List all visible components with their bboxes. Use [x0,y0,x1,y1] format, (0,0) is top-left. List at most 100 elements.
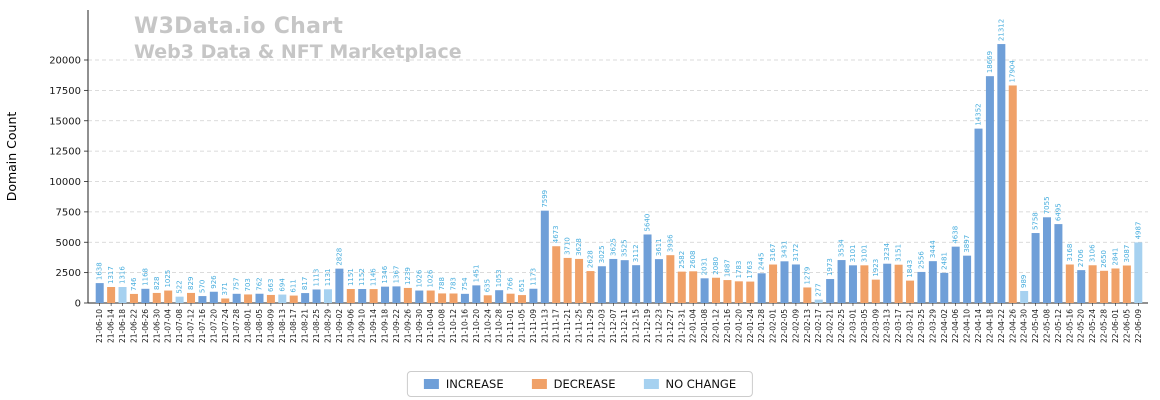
bar-value-label: 1923 [872,259,880,277]
x-tick-label: 21-11-29 [586,309,595,343]
bar-value-label: 5640 [644,214,652,232]
y-tick-label: 0 [75,299,81,310]
bar-value-label: 6495 [1054,203,1062,221]
bar-21-10-28 [495,290,504,303]
x-tick-label: 22-02-09 [791,309,800,343]
bar-value-label: 1783 [735,261,743,279]
bar-value-label: 3167 [769,244,777,262]
bar-21-12-27 [666,255,675,303]
bar-value-label: 2706 [1077,249,1085,267]
bar-value-label: 3151 [895,244,903,262]
bar-value-label: 746 [130,277,138,291]
x-tick-label: 22-05-12 [1054,309,1063,343]
bar-value-label: 17904 [1009,60,1017,83]
x-tick-label: 21-08-05 [255,309,264,343]
y-tick-label: 15000 [49,116,81,127]
x-tick-label: 22-03-21 [906,309,915,343]
bar-22-01-04 [689,271,698,303]
bar-21-10-04 [426,290,435,303]
x-tick-label: 22-03-09 [871,309,880,343]
x-tick-label: 21-07-28 [232,309,241,343]
bar-value-label: 3234 [883,242,891,260]
bar-value-label: 1843 [906,260,914,278]
bar-21-08-13 [278,294,287,303]
bar-22-04-22 [997,44,1006,303]
x-tick-label: 22-03-25 [917,309,926,343]
x-tick-label: 22-01-28 [757,309,766,343]
bar-value-label: 788 [438,277,446,290]
bar-22-04-10 [963,255,972,303]
legend-swatch-nochange [643,379,659,389]
bar-21-09-22 [392,286,401,303]
bar-value-label: 1025 [164,270,172,288]
bar-22-05-04 [1031,233,1040,303]
bar-21-11-01 [506,293,515,303]
bar-value-label: 371 [221,282,229,295]
x-tick-label: 22-04-22 [997,309,1006,343]
x-tick-label: 22-02-13 [803,309,812,343]
bar-21-11-05 [517,295,526,303]
bar-22-05-16 [1065,264,1074,303]
bar-21-12-19 [643,234,652,303]
bar-value-label: 2650 [1100,250,1108,268]
x-tick-label: 22-04-30 [1020,309,1029,343]
x-tick-label: 21-10-24 [483,309,492,343]
y-tick-label: 20000 [49,56,81,67]
x-tick-label: 21-09-14 [369,309,378,343]
bar-21-06-18 [118,287,127,303]
bar-22-05-12 [1054,224,1063,303]
bar-22-01-16 [723,280,732,303]
x-tick-label: 21-09-30 [415,309,424,343]
bar-22-06-01 [1111,268,1120,303]
bar-21-11-29 [586,271,595,303]
bar-21-10-24 [483,295,492,303]
x-tick-label: 21-12-07 [609,309,618,343]
bar-22-01-28 [757,273,766,303]
bar-21-06-14 [107,286,116,303]
bar-21-08-25 [312,289,321,303]
y-tick-label: 7500 [56,207,81,218]
x-tick-label: 21-11-21 [563,309,572,343]
bar-value-label: 1131 [324,268,332,286]
bar-21-09-10 [358,289,367,303]
bar-value-label: 3625 [609,238,617,256]
x-tick-label: 22-04-26 [1008,309,1017,343]
legend-item-nochange: NO CHANGE [643,377,736,391]
bar-21-11-17 [552,246,561,303]
bar-value-label: 1026 [427,269,435,287]
bar-22-04-26 [1008,85,1017,303]
bar-22-02-09 [791,264,800,303]
bar-value-label: 762 [255,277,263,290]
x-tick-label: 21-10-20 [472,309,481,343]
bar-value-label: 1168 [141,268,149,286]
x-tick-label: 21-06-30 [152,309,161,343]
bar-value-label: 703 [244,278,252,291]
bar-21-12-11 [620,260,629,303]
bar-22-01-20 [734,281,743,303]
bar-value-label: 1053 [495,269,503,287]
bar-22-04-18 [985,76,994,303]
bar-value-label: 926 [210,275,218,289]
bar-value-label: 21312 [997,19,1005,41]
bar-21-12-03 [597,266,606,303]
x-tick-label: 22-05-08 [1042,309,1051,343]
bar-value-label: 1887 [723,259,731,277]
bar-value-label: 3025 [598,245,606,263]
bar-value-label: 522 [176,280,184,293]
bar-21-12-31 [677,271,686,303]
x-tick-label: 22-01-20 [734,309,743,343]
y-tick-label: 2500 [56,268,81,279]
x-tick-label: 22-05-16 [1065,309,1074,343]
x-tick-label: 21-06-10 [95,309,104,343]
bar-value-label: 3444 [929,240,937,258]
bar-value-label: 3628 [575,238,583,256]
x-tick-label: 22-04-06 [951,309,960,343]
bar-22-05-24 [1088,265,1097,303]
bar-21-10-12 [449,293,458,303]
bar-22-04-30 [1020,290,1029,303]
bar-value-label: 828 [153,277,161,290]
bar-value-label: 3431 [780,240,788,258]
x-tick-label: 22-02-25 [837,309,846,343]
x-tick-label: 21-09-10 [358,309,367,343]
legend-item-increase: INCREASE [423,377,504,391]
